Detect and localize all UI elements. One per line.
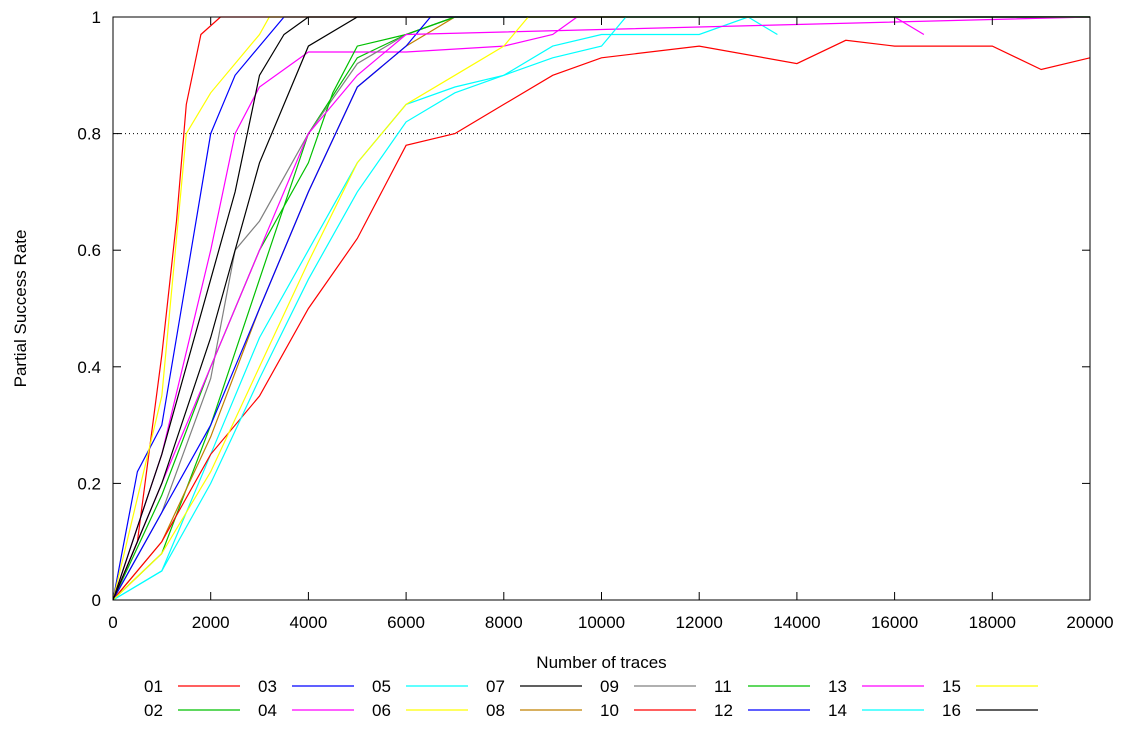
- x-tick-label: 16000: [871, 613, 918, 632]
- legend-label-15: 15: [942, 677, 961, 696]
- legend-label-14: 14: [828, 701, 847, 720]
- legend-label-05: 05: [372, 677, 391, 696]
- x-tick-label: 12000: [676, 613, 723, 632]
- series-line-05: [112, 16, 778, 601]
- y-tick-label: 0: [92, 591, 101, 610]
- x-tick-label: 10000: [578, 613, 625, 632]
- x-tick-label: 6000: [387, 613, 425, 632]
- y-tick-label: 0.6: [77, 241, 101, 260]
- y-axis-label: Partial Success Rate: [11, 230, 30, 388]
- x-tick-label: 14000: [773, 613, 820, 632]
- legend-label-04: 04: [258, 701, 277, 720]
- y-tick-label: 0.8: [77, 125, 101, 144]
- x-axis-label: Number of traces: [536, 653, 666, 672]
- legend: 01 02 03 04 05 06 07 08 09 10 11 12 13 14 15 16: [144, 677, 1038, 720]
- legend-label-11: 11: [714, 677, 732, 696]
- x-tick-label: 18000: [969, 613, 1016, 632]
- series-line-13: [112, 16, 1091, 601]
- legend-label-08: 08: [486, 701, 505, 720]
- y-tick-label: 0.4: [77, 358, 101, 377]
- x-tick-label: 2000: [192, 613, 230, 632]
- legend-label-02: 02: [144, 701, 163, 720]
- legend-label-07: 07: [486, 677, 505, 696]
- legend-label-01: 01: [144, 677, 163, 696]
- ticks-layer: 0 2000 4000 6000 8000 10000 12000 14000 16000 180…: [77, 8, 1113, 632]
- x-tick-label: 0: [108, 613, 117, 632]
- legend-label-09: 09: [600, 677, 619, 696]
- y-tick-label: 1: [92, 8, 101, 27]
- y-tick-label: 0.2: [77, 474, 101, 493]
- series-line-14: [112, 16, 1090, 601]
- series-line-03: [112, 16, 1090, 601]
- legend-label-10: 10: [600, 701, 619, 720]
- series-line-15: [112, 16, 1090, 601]
- x-tick-label: 8000: [485, 613, 523, 632]
- series-layer: [112, 16, 1091, 601]
- x-tick-label: 20000: [1066, 613, 1113, 632]
- legend-label-13: 13: [828, 677, 847, 696]
- series-line-07: [112, 16, 1090, 601]
- legend-label-03: 03: [258, 677, 277, 696]
- legend-label-12: 12: [714, 701, 733, 720]
- x-tick-label: 4000: [289, 613, 327, 632]
- series-line-12: [112, 16, 1090, 601]
- series-line-06: [112, 16, 1090, 601]
- legend-label-16: 16: [942, 701, 961, 720]
- legend-label-06: 06: [372, 701, 391, 720]
- series-line-11: [112, 16, 1090, 601]
- series-line-10: [112, 39, 1091, 601]
